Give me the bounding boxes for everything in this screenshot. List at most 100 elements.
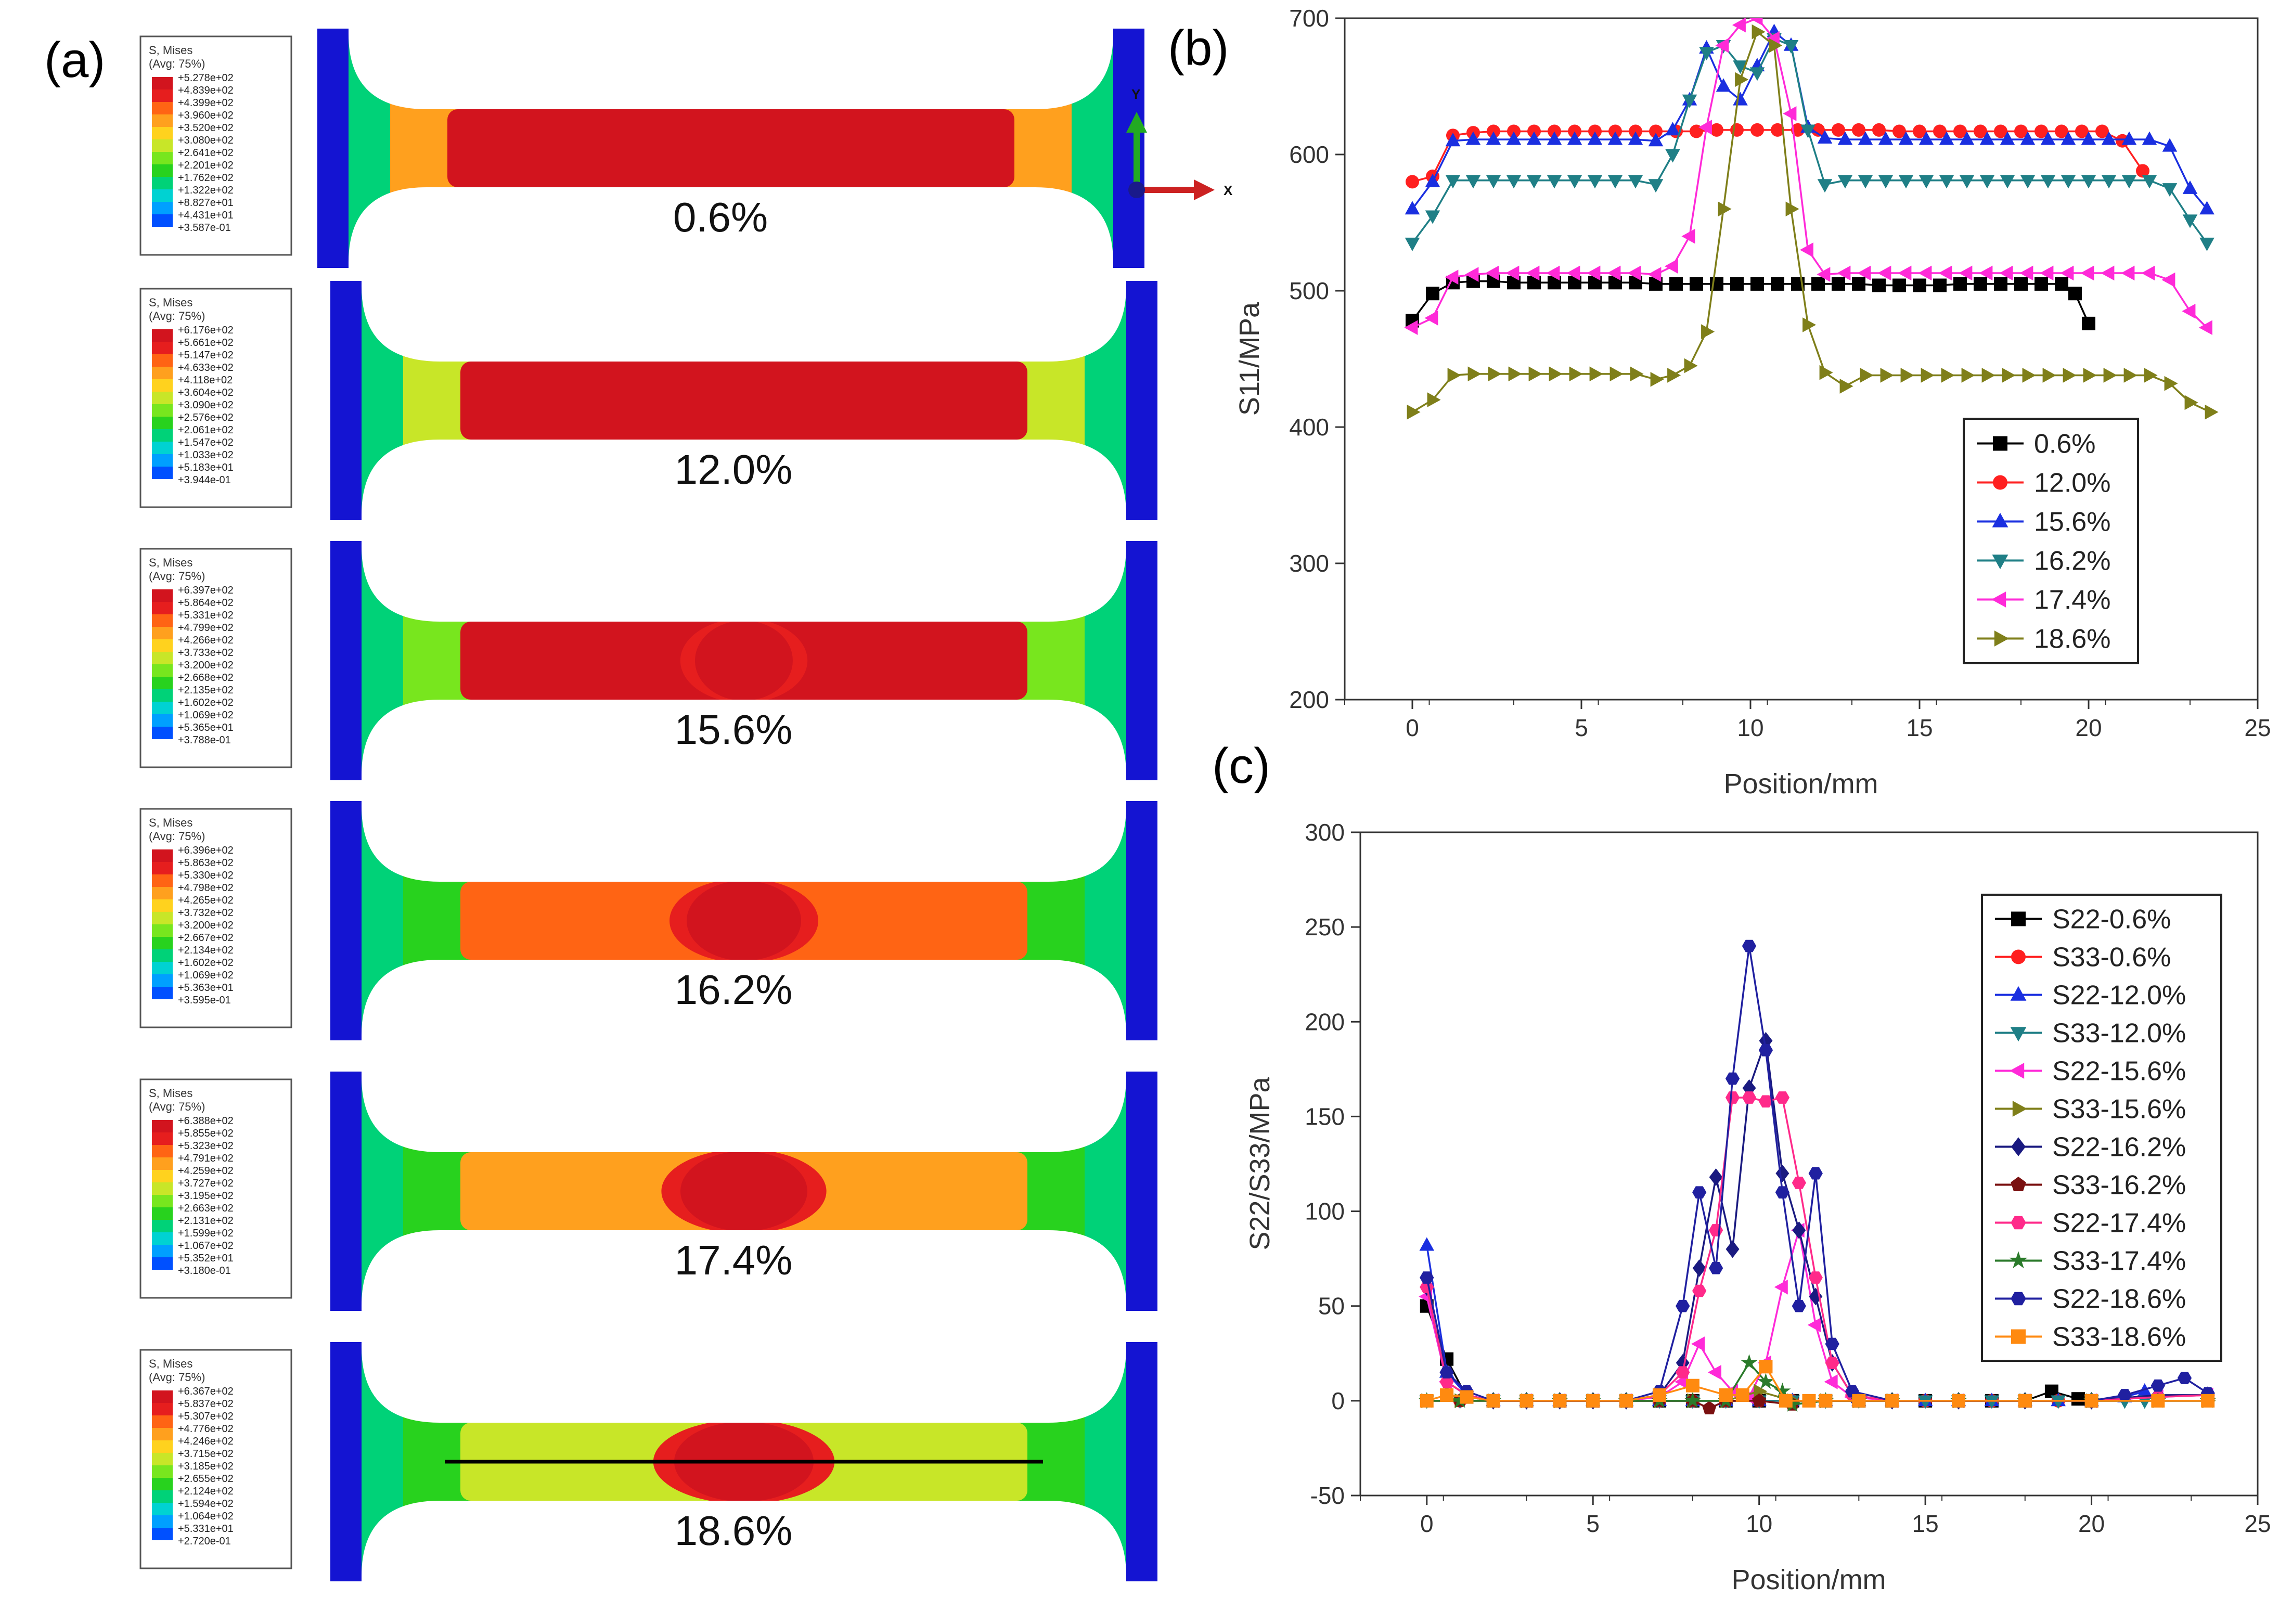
chart-b-legend-box (1963, 418, 2139, 664)
specimen-4: S, Mises(Avg: 75%)+6.388e+02+5.855e+02+5… (139, 1072, 1157, 1311)
specimen-cutout-bottom (362, 960, 1126, 1040)
contour-legend-swatch (152, 602, 173, 614)
chart-b-data-point (1486, 175, 1501, 189)
chart-b-data-point (1860, 368, 1874, 383)
chart-b-legend-marker (1992, 555, 2008, 570)
chart-c-legend-marker (2009, 1251, 2028, 1269)
contour-legend-swatch (152, 652, 173, 664)
specimen-grip-right (1126, 1072, 1157, 1311)
chart-b-data-point (1800, 124, 1815, 138)
contour-legend-value: +6.176e+02 (178, 325, 234, 336)
chart-c-ytick-label: 50 (1318, 1293, 1345, 1320)
contour-legend-swatch (152, 639, 173, 652)
contour-legend-value: +2.720e-01 (178, 1536, 231, 1547)
chart-c-data-point (1708, 1364, 1722, 1380)
contour-legend-value: +1.547e+02 (178, 437, 234, 448)
chart-b-data-point (1837, 175, 1853, 189)
chart-c-data-point (1807, 1317, 1821, 1333)
specimen-grip-right (1126, 801, 1157, 1040)
chart-c-data-point (1775, 1091, 1790, 1104)
chart-b-ytick-label: 600 (1289, 141, 1329, 168)
chart-b-data-point (1783, 40, 1799, 54)
specimen-1: S, Mises(Avg: 75%)+6.176e+02+5.661e+02+5… (139, 281, 1157, 520)
chart-c-data-point (1752, 1393, 1767, 1407)
contour-legend-value: +2.663e+02 (178, 1203, 234, 1214)
chart-b-data-point (1587, 131, 1603, 145)
contour-legend-value: +3.788e-01 (178, 734, 231, 746)
chart-c-legend-marker (2010, 986, 2027, 1001)
contour-legend-value: +1.599e+02 (178, 1228, 234, 1239)
contour-legend-value: +1.594e+02 (178, 1498, 234, 1510)
contour-legend-swatch (152, 714, 173, 727)
chart-b-data-point (1427, 392, 1441, 407)
contour-legend-value: +2.061e+02 (178, 424, 234, 436)
chart-c-data-point (1792, 1299, 1806, 1312)
contour-legend-swatch (152, 342, 173, 354)
chart-b-data-point (1699, 47, 1714, 61)
chart-b-xlabel: Position/mm (1723, 768, 1878, 800)
chart-b-data-point (1961, 368, 1975, 383)
chart-c-data-point (1741, 1354, 1758, 1370)
contour-legend-swatch (152, 1515, 173, 1528)
contour-legend-value: +1.762e+02 (178, 172, 234, 184)
chart-c-data-point (1802, 1394, 1816, 1408)
chart-c-legend-label: S33-0.6% (2052, 943, 2171, 973)
chart-c-data-point (1742, 939, 1757, 952)
contour-legend-swatch (152, 1132, 173, 1145)
contour-legend-value: +3.715e+02 (178, 1448, 234, 1460)
chart-b-data-point (1568, 124, 1581, 138)
contour-legend-value: +5.331e+02 (178, 610, 234, 621)
specimen-strain-label: 0.6% (673, 194, 768, 240)
chart-b-data-point (2042, 368, 2056, 383)
contour-legend-value: +3.587e-01 (178, 222, 231, 234)
chart-b-data-point (1981, 368, 1995, 383)
chart-b-data-point (2141, 265, 2155, 281)
contour-legend-swatch (152, 1182, 173, 1195)
chart-c-legend-marker (2011, 1137, 2026, 1156)
contour-legend-value: +1.602e+02 (178, 957, 234, 969)
chart-b-data-point (1730, 277, 1744, 291)
specimen-grip-left (317, 29, 349, 268)
chart-b-data-point (1913, 124, 1926, 138)
chart-c-legend-marker (2011, 1292, 2026, 1306)
chart-b-data-point (1508, 366, 1522, 382)
chart-b-data-point (1467, 366, 1482, 382)
chart-c-data-point (1774, 1382, 1791, 1399)
specimen-grip-left (330, 801, 362, 1040)
contour-legend-title: S, Mises (149, 1357, 192, 1370)
chart-b-data-point (2061, 175, 2076, 189)
chart-b-data-point (1609, 366, 1624, 382)
contour-legend-swatch (152, 1503, 173, 1515)
chart-c-data-point (1952, 1394, 1965, 1408)
chart-b-data-point (2121, 265, 2135, 281)
chart-b-data-point (2020, 131, 2036, 145)
chart-b-data-point (1994, 124, 2007, 138)
chart-c-axes: 0 5 10 15 20 25 -50 0 50 100 150 200 250 300 (1305, 819, 2271, 1537)
chart-b-data-point (1588, 124, 1602, 138)
contour-legend-swatch (152, 467, 173, 479)
contour-legend-swatch (152, 1145, 173, 1157)
chart-b-data-point (1837, 131, 1853, 145)
contour-legend-swatch (152, 379, 173, 392)
chart-b-legend-marker (1992, 512, 2008, 527)
contour-legend-value: +8.827e+01 (178, 197, 234, 209)
contour-legend-value: +5.661e+02 (178, 337, 234, 349)
contour-legend-value: +3.604e+02 (178, 387, 234, 398)
chart-b-axes: 0 5 10 15 20 25 200 300 400 500 600 700 (1289, 5, 2271, 741)
contour-legend-value: +4.399e+02 (178, 97, 234, 109)
chart-b-data-point (2019, 265, 2033, 281)
contour-legend-title: S, Mises (149, 296, 192, 309)
contour-legend-swatch (152, 589, 173, 602)
contour-legend-avg: (Avg: 75%) (149, 570, 205, 583)
specimen-neck (695, 621, 793, 701)
specimen-neck (680, 1151, 807, 1231)
chart-c-data-point (2084, 1394, 2098, 1408)
chart-b: 0 5 10 15 20 25 200 300 400 500 600 700 Position/mm… (1234, 5, 2271, 800)
contour-legend-value: +5.323e+02 (178, 1140, 234, 1152)
chart-b-legend-label: 15.6% (2034, 507, 2110, 537)
chart-c-legend-marker (2011, 1177, 2026, 1191)
chart-b-data-point (1587, 175, 1603, 189)
chart-c-data-point (1824, 1374, 1838, 1389)
chart-b-data-point (1701, 324, 1715, 339)
contour-legend-value: +3.732e+02 (178, 907, 234, 919)
